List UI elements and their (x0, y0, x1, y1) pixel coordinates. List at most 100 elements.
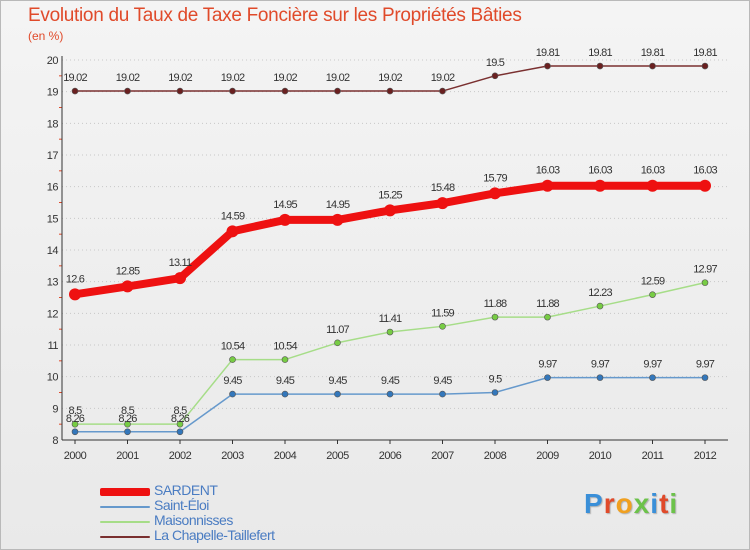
data-point (174, 272, 186, 285)
series-0 (69, 179, 711, 301)
x-tick-label: 2012 (694, 450, 717, 462)
series-3 (71, 62, 709, 95)
data-point (279, 213, 291, 226)
data-point (489, 187, 501, 200)
legend-label: Maisonnisses (154, 512, 233, 528)
data-label: 8.5 (69, 405, 83, 417)
series-1 (71, 374, 709, 436)
logo-letter: o (615, 488, 634, 519)
logo-letter: i (650, 488, 660, 519)
data-point (491, 313, 499, 321)
data-label: 8.26 (171, 413, 190, 425)
data-label: 15.25 (378, 189, 402, 201)
data-label: 13.11 (169, 257, 192, 269)
data-label: 16.03 (641, 165, 665, 177)
x-tick-label: 2011 (642, 450, 664, 462)
data-label: 11.88 (536, 298, 559, 310)
proxiti-logo: Proxiti (584, 488, 678, 520)
data-label: 12.59 (641, 276, 665, 288)
legend-swatch (100, 506, 150, 508)
series-line (74, 281, 706, 425)
data-point (649, 374, 656, 381)
x-tick-label: 2006 (379, 450, 402, 462)
x-tick-label: 2005 (326, 450, 349, 462)
data-point (71, 87, 79, 95)
data-point (386, 328, 394, 336)
data-labels: 12.6 12.85 13.11 14.59 14.95 14.95 15.25 15.48 1… (63, 47, 718, 425)
logo-letter: x (633, 488, 651, 519)
data-point (699, 179, 711, 192)
data-point (384, 204, 396, 217)
y-tick-label: 11 (48, 340, 59, 352)
data-label: 19.02 (221, 72, 245, 84)
legend-label: Saint-Éloi (154, 497, 209, 513)
data-label: 8.26 (118, 413, 137, 425)
data-label: 11.41 (379, 313, 402, 325)
data-label: 19.02 (168, 72, 192, 84)
data-label: 19.81 (693, 47, 717, 59)
data-label: 8.5 (174, 405, 188, 417)
x-tick-label: 2004 (274, 450, 297, 462)
data-label: 9.45 (276, 375, 295, 387)
data-point (386, 87, 394, 95)
data-label: 16.03 (536, 165, 560, 177)
logo-letter: P (584, 488, 604, 519)
data-point (386, 390, 394, 398)
y-tick-label: 14 (47, 245, 59, 257)
data-point (541, 179, 554, 192)
data-point (594, 179, 606, 192)
data-point (596, 62, 604, 70)
data-label: 19.02 (273, 72, 297, 84)
legend-swatch (100, 536, 150, 538)
data-point (649, 62, 656, 70)
y-tick-label: 19 (47, 87, 59, 99)
data-label: 9.45 (433, 375, 452, 387)
data-point (176, 420, 184, 428)
data-point (439, 323, 446, 330)
data-point (176, 87, 184, 95)
data-point (701, 374, 709, 381)
data-point (544, 374, 551, 381)
data-point (71, 420, 79, 428)
data-point (701, 279, 709, 286)
logo-letter: i (669, 488, 679, 519)
data-point (701, 62, 709, 70)
data-label: 9.97 (643, 359, 662, 371)
data-label: 19.81 (536, 47, 560, 59)
data-label: 19.02 (116, 72, 140, 84)
data-point (544, 313, 551, 321)
series-2 (71, 279, 709, 428)
data-label: 9.97 (591, 359, 610, 371)
legend-label: SARDENT (154, 482, 218, 498)
data-label: 11.59 (431, 307, 454, 319)
data-label: 15.79 (483, 172, 507, 184)
data-point (124, 420, 131, 428)
legend-swatch (100, 488, 150, 496)
data-label: 16.03 (693, 165, 717, 177)
data-label: 9.97 (538, 359, 557, 371)
data-label: 16.03 (588, 165, 612, 177)
data-label: 12.6 (66, 273, 85, 285)
data-label: 9.45 (223, 375, 242, 387)
legend-label: La Chapelle-Taillefert (154, 527, 275, 543)
data-point (71, 428, 79, 436)
axes: 8 9 10 11 12 13 14 15 16 17 18 19 20 2000 2001 2002 2003… (47, 55, 728, 462)
data-point (69, 288, 81, 301)
legend-swatch (100, 521, 150, 523)
logo-letter: r (603, 488, 616, 519)
x-tick-label: 2009 (536, 450, 559, 462)
chart-title: Evolution du Taux de Taxe Foncière sur l… (28, 5, 522, 26)
data-point (491, 72, 499, 80)
x-tick-label: 2000 (64, 450, 87, 462)
data-label: 19.81 (588, 47, 612, 59)
chart-unit-label: (en %) (28, 29, 64, 43)
data-label: 14.95 (326, 199, 350, 211)
data-label: 8.5 (121, 405, 135, 417)
data-point (334, 339, 341, 347)
y-tick-label: 20 (47, 55, 59, 67)
x-tick-label: 2008 (484, 450, 507, 462)
data-label: 10.54 (273, 341, 297, 353)
y-tick-label: 18 (47, 118, 59, 130)
x-tick-label: 2007 (431, 450, 454, 462)
